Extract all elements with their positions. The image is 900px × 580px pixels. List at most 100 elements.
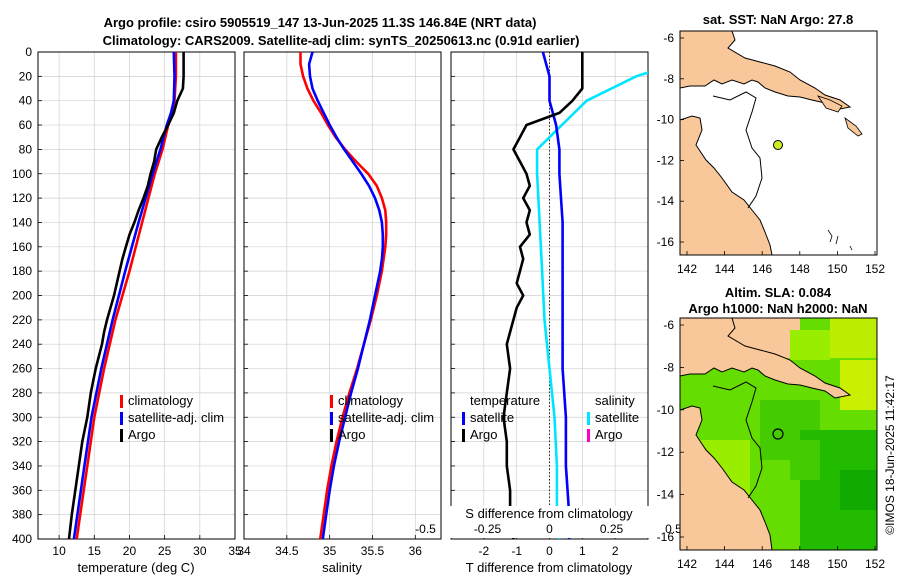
sla-map-title-2: Argo h1000: NaN h2000: NaN	[688, 301, 867, 316]
salinity-grid	[243, 51, 441, 540]
legend-swatch-s-argo	[587, 429, 590, 442]
temperature-lines	[67, 52, 185, 539]
temperature-legend: climatology satellite-adj. clim Argo	[120, 393, 224, 442]
difference-legend-salinity: salinity satellite Argo	[587, 393, 639, 442]
depth-tick-label: 120	[12, 191, 32, 205]
temperature-tick-labels: 10 15 20 25 30 35	[52, 544, 242, 558]
sst-map: sat. SST: NaN Argo: 27.8 142 144 146 148 150…	[657, 12, 886, 276]
depth-tick-label: 0	[25, 45, 32, 59]
map-lon-label: 150	[827, 262, 847, 276]
map-lat-label: -10	[657, 403, 675, 417]
sla-map-frame	[679, 317, 878, 551]
temperature-axes-box	[37, 51, 236, 540]
depth-tick-label: 300	[12, 410, 32, 424]
map-lat-label: -12	[657, 445, 675, 459]
title-line-1: Argo profile: csiro 5905519_147 13-Jun-2…	[104, 15, 537, 30]
x-tick-label: 35.5	[361, 544, 385, 558]
depth-tick-label: 220	[12, 313, 32, 327]
legend-swatch-satellite	[120, 412, 123, 425]
x-tick-label: 0	[546, 544, 553, 558]
x-tick-label: -2	[478, 544, 489, 558]
legend-swatch-argo	[120, 429, 123, 442]
depth-tick-labels: 0 20 40 60 80 100 120 140 160 180 200 220 240 260 280 3…	[12, 45, 32, 546]
x-tick-label: 25	[158, 544, 172, 558]
x-tick-label: 10	[52, 544, 66, 558]
depth-tick-label: 360	[12, 483, 32, 497]
sla-map-ticks: 142 144 146 148 150 152 -6 -8 -10 -12 -14 -16	[657, 318, 886, 571]
sla-map: Altim. SLA: 0.084 Argo h1000: NaN h2000:…	[657, 285, 886, 571]
salinity-difference-tick: 0.5	[665, 522, 682, 536]
legend-argo: Argo	[338, 427, 365, 442]
legend-salinity-title: salinity	[595, 393, 635, 408]
x-tick-label: 36	[409, 544, 423, 558]
legend-swatch-climatology	[330, 395, 333, 408]
temperature-grid	[38, 51, 236, 540]
depth-tick-label: 180	[12, 264, 32, 278]
salinity-axes-box	[243, 51, 442, 540]
x-tick-label: 35	[228, 544, 242, 558]
depth-tick-label: 100	[12, 167, 32, 181]
difference-lines	[502, 52, 648, 539]
salinity-difference-ticks: -0.5 -0.25 0 0.25 0.5	[415, 522, 682, 536]
map-lat-label: -14	[657, 488, 675, 502]
depth-tick-label: 240	[12, 337, 32, 351]
temperature-xlabel: temperature (deg C)	[77, 560, 194, 575]
x-tick-label: 34	[237, 544, 251, 558]
legend-satellite: satellite-adj. clim	[338, 410, 434, 425]
salinity-difference-tick: -0.5	[415, 522, 436, 536]
map-lat-label: -8	[663, 360, 674, 374]
sst-float-marker	[773, 140, 783, 150]
depth-tick-label: 380	[12, 508, 32, 522]
depth-tick-label: 60	[19, 118, 33, 132]
salinity-tick-labels: 34 34.5 35 35.5 36	[237, 544, 422, 558]
map-lon-label: 146	[752, 557, 772, 571]
map-lon-label: 148	[790, 262, 810, 276]
depth-tick-label: 80	[19, 142, 33, 156]
depth-tick-label: 260	[12, 362, 32, 376]
legend-temperature-title: temperature	[470, 393, 540, 408]
line-satellite-adj	[72, 52, 176, 539]
depth-tick-label: 400	[12, 532, 32, 546]
sla-map-title-1: Altim. SLA: 0.084	[725, 285, 832, 300]
difference-legend-temperature: temperature satellite Argo	[462, 393, 540, 442]
depth-tick-label: 280	[12, 386, 32, 400]
legend-s-satellite: satellite	[595, 410, 639, 425]
depth-tick-label: 320	[12, 435, 32, 449]
map-lat-label: -6	[663, 318, 674, 332]
difference-panel: -2 -1 0 1 2 T difference from climatology S …	[415, 51, 682, 575]
legend-climatology: climatology	[128, 393, 194, 408]
sla-map-field	[680, 318, 877, 550]
x-tick-label: 30	[193, 544, 207, 558]
map-lon-label: 152	[865, 557, 885, 571]
legend-argo: Argo	[128, 427, 155, 442]
x-tick-label: 15	[88, 544, 102, 558]
map-lat-label: -6	[663, 31, 674, 45]
sst-map-frame	[679, 30, 878, 256]
map-lon-label: 142	[677, 262, 697, 276]
depth-tick-label: 340	[12, 459, 32, 473]
legend-s-argo: Argo	[595, 427, 622, 442]
map-lon-label: 148	[790, 557, 810, 571]
map-lat-label: -10	[657, 113, 675, 127]
map-lon-label: 142	[677, 557, 697, 571]
difference-top-label: S difference from climatology	[465, 506, 633, 521]
map-lat-label: -16	[657, 235, 675, 249]
line-t-satellite	[541, 52, 571, 539]
salinity-panel: 34 34.5 35 35.5 36 salinity climatology sate…	[237, 51, 442, 575]
x-tick-label: 35	[323, 544, 337, 558]
imos-side-label: ©IMOS 18-Jun-2025 11:42:17	[883, 375, 897, 535]
map-lat-label: -12	[657, 153, 675, 167]
line-argo	[67, 52, 185, 539]
salinity-difference-tick: -0.25	[474, 522, 502, 536]
depth-tick-label: 160	[12, 240, 32, 254]
legend-swatch-t-argo	[462, 429, 465, 442]
salinity-lines	[299, 52, 388, 539]
depth-tick-label: 40	[19, 94, 33, 108]
sst-map-title: sat. SST: NaN Argo: 27.8	[703, 12, 854, 27]
line-s-satellite	[535, 71, 648, 539]
x-tick-label: 20	[123, 544, 137, 558]
legend-swatch-t-satellite	[462, 412, 465, 425]
difference-tick-labels: -2 -1 0 1 2	[478, 544, 618, 558]
legend-climatology: climatology	[338, 393, 404, 408]
